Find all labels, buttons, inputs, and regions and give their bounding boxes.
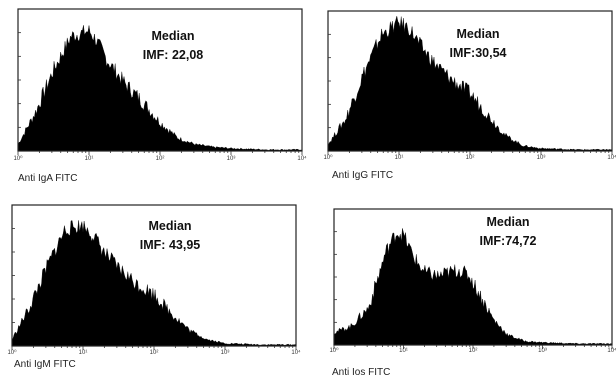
x-tick-label: 10³ [227, 156, 236, 162]
histogram-panel-igm: 10⁰ 10¹ 10² 10³ 10⁴ Median IMF: 43,95 Anti I… [7, 197, 306, 381]
x-tick-label: 10² [150, 350, 159, 356]
x-tick-label: 10¹ [79, 350, 88, 356]
median-annotation: Median IMF: 43,95 [125, 217, 215, 255]
x-tick-label: 10³ [221, 350, 230, 356]
annotation-imf-value: IMF:74,72 [479, 234, 537, 248]
x-tick-label: 10³ [537, 155, 546, 161]
x-axis-label: Anti IgA FITC [18, 173, 78, 184]
x-tick-label: 10⁰ [7, 349, 17, 356]
histogram-area-igg [327, 16, 613, 152]
histogram-igm-svg: 10⁰ 10¹ 10² 10³ 10⁴ [7, 204, 301, 356]
x-tick-label: 10⁰ [329, 347, 339, 354]
x-tick-label: 10² [466, 155, 475, 161]
x-tick-label: 10² [156, 156, 165, 162]
histogram-iga-svg: 10⁰ 10¹ 10² 10³ 10⁴ [13, 8, 307, 162]
annotation-median-label: Median [148, 219, 192, 233]
x-tick-label: 10⁰ [13, 155, 23, 162]
x-tick-label: 10² [469, 348, 478, 354]
histogram-panel-ios: 10⁰ 10¹ 10² 10³ 10⁴ Median IMF:74,72 Anti Io… [320, 197, 616, 381]
x-tick-label: 10⁴ [291, 349, 301, 356]
x-tick-label: 10⁰ [323, 154, 333, 161]
median-annotation: Median IMF:74,72 [463, 213, 553, 251]
histogram-igg-svg: 10⁰ 10¹ 10² 10³ 10⁴ [323, 10, 616, 161]
x-tick-label: 10¹ [85, 156, 94, 162]
x-tick-label: 10⁴ [607, 347, 616, 354]
annotation-imf-value: IMF: 43,95 [139, 238, 201, 252]
histogram-area-ios [333, 228, 613, 346]
histogram-area-igm [11, 220, 297, 347]
annotation-imf-value: IMF: 22,08 [142, 48, 204, 62]
histogram-panel-iga: 10⁰ 10¹ 10² 10³ 10⁴ Median IMF: 22,08 Anti I… [10, 3, 307, 189]
histogram-ios-svg: 10⁰ 10¹ 10² 10³ 10⁴ [329, 208, 616, 354]
x-tick-label: 10¹ [395, 155, 404, 161]
x-axis-label: Anti IgM FITC [14, 359, 76, 370]
x-tick-label: 10¹ [399, 348, 408, 354]
annotation-imf-value: IMF:30,54 [449, 46, 507, 60]
x-tick-label: 10⁴ [607, 154, 616, 161]
x-tick-label: 10³ [538, 348, 547, 354]
median-annotation: Median IMF: 22,08 [128, 27, 218, 65]
median-annotation: Median IMF:30,54 [433, 25, 523, 63]
annotation-median-label: Median [486, 215, 530, 229]
x-axis-label: Anti Ios FITC [332, 367, 391, 378]
annotation-median-label: Median [151, 29, 195, 43]
histogram-area-iga [17, 25, 303, 152]
histogram-panel-igg: 10⁰ 10¹ 10² 10³ 10⁴ Median IMF:30,54 Anti Ig… [320, 3, 616, 189]
annotation-median-label: Median [456, 27, 500, 41]
x-tick-label: 10⁴ [297, 155, 307, 162]
x-axis-label: Anti IgG FITC [332, 170, 394, 181]
